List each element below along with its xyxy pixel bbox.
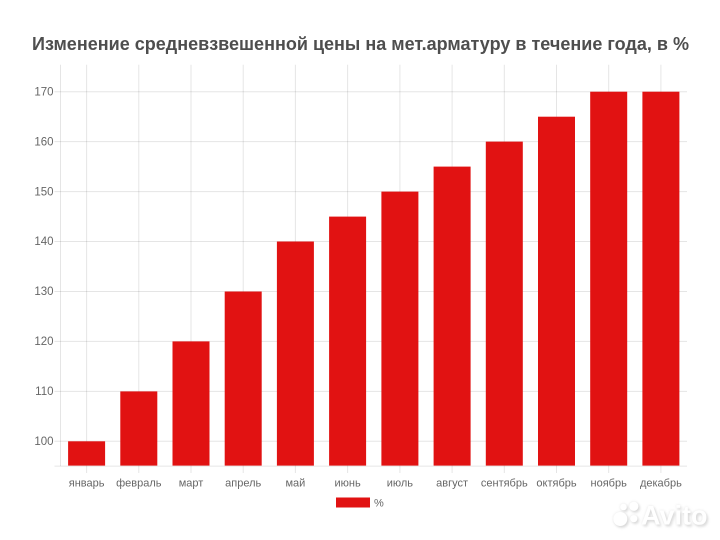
svg-text:август: август [436,478,468,490]
svg-text:июнь: июнь [334,478,360,490]
svg-text:Avito: Avito [641,501,708,531]
svg-text:130: 130 [34,286,53,298]
svg-text:февраль: февраль [116,478,162,490]
svg-text:сентябрь: сентябрь [481,478,528,490]
svg-text:ноябрь: ноябрь [591,478,628,490]
svg-text:140: 140 [34,236,53,248]
svg-text:октябрь: октябрь [536,478,576,490]
svg-text:декабрь: декабрь [640,478,682,490]
svg-text:июль: июль [387,478,414,490]
svg-text:май: май [285,478,305,490]
svg-text:110: 110 [35,386,53,398]
svg-text:апрель: апрель [225,478,261,490]
svg-text:январь: январь [69,478,105,490]
svg-text:Avito: Avito [643,502,710,532]
svg-text:150: 150 [34,186,53,198]
svg-text:160: 160 [34,136,53,148]
svg-text:Изменение средневзвешенной цен: Изменение средневзвешенной цены на мет.а… [32,33,689,54]
svg-text:100: 100 [34,436,53,448]
svg-text:120: 120 [34,336,53,348]
svg-text:%: % [374,498,384,510]
svg-text:170: 170 [34,86,53,98]
svg-text:Avito: Avito [641,501,708,531]
svg-text:март: март [179,478,204,490]
